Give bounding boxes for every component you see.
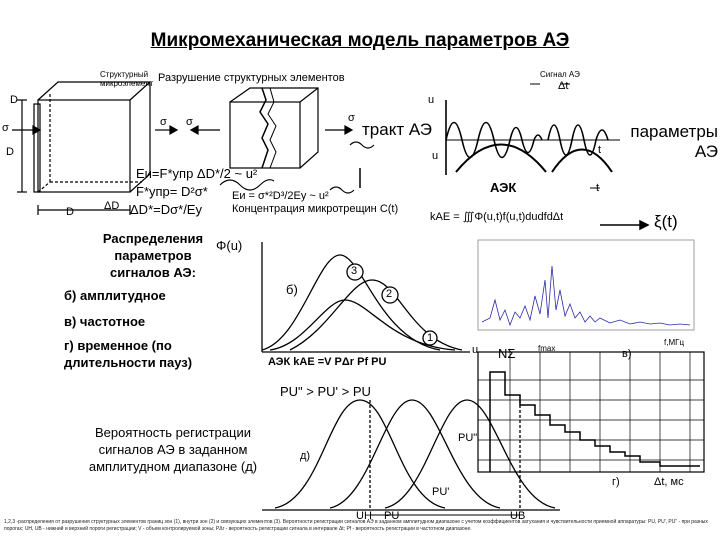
dt-ms-label: Δt, мс (654, 476, 684, 488)
signal-ae-label: Сигнал АЭ (540, 70, 580, 79)
n-sigma-label: NΣ (498, 346, 516, 361)
sigma-block-right-label: σ (348, 112, 355, 124)
fmax-label: fmax (538, 344, 556, 353)
histogram-grid (477, 351, 705, 473)
phi-u-label: Φ(u) (216, 238, 243, 253)
circle3-label: 3 (351, 265, 358, 277)
ae-params-label: параметры АЭ (630, 122, 718, 161)
d-bottom-label: D (66, 206, 74, 218)
aek-label: АЭК (490, 180, 517, 195)
fmhz-label: f,МГц (664, 338, 685, 347)
pu-inequality: PU" > PU' > PU (280, 384, 371, 399)
amplitude-distribution (261, 242, 470, 353)
sigma-block-left-label: σ (186, 116, 193, 128)
broken-block-icon (229, 87, 319, 169)
sigma-cube-label: σ (160, 116, 167, 128)
time-item: г) временное (по длительности пауз) (64, 338, 193, 370)
ae-path-label: тракт АЭ (362, 120, 433, 139)
b-label: б) (286, 282, 298, 297)
d-label: д) (300, 450, 311, 462)
probability-curves (262, 399, 560, 511)
circle1-label: 1 (427, 332, 434, 344)
xi-label: ξ(t) (654, 212, 678, 231)
t-mid-label: t (598, 144, 602, 156)
amplitude-item: б) амплитудное (64, 288, 166, 303)
circle2-label: 2 (386, 288, 393, 300)
footnote: 1,2,3 -распределения от разрушения струк… (4, 519, 708, 532)
formula-force: F*упр= D²σ* (136, 184, 208, 199)
pu2-label: PU" (458, 432, 478, 444)
delta-t-label: Δt (558, 80, 569, 92)
g-label: г) (612, 476, 620, 488)
wave-connector (219, 141, 375, 194)
u-low-label: UН (356, 510, 372, 522)
page-title: Микромеханическая модель параметров АЭ (150, 30, 570, 51)
aek-k-label: АЭК kAE =V PΔr Pf PU (268, 356, 387, 368)
destruction-label: Разрушение структурных элементов (158, 72, 345, 84)
d-left-label: D (6, 146, 14, 158)
d-top-label: D (10, 94, 18, 106)
formula-eu: Еи = σ*²D³/2Еу ~ u² (232, 190, 329, 202)
frequency-item: в) частотное (64, 314, 146, 329)
distributions-title: Распределения параметров сигналов АЭ: (102, 231, 204, 280)
spectrum-plot (477, 239, 695, 331)
arrow-icon (359, 168, 650, 231)
t-right-label: t (596, 182, 600, 194)
formula-delta: ΔD*=Dσ*/Еу (130, 202, 202, 217)
probability-title: Вероятность регистрации сигналов АЭ в за… (88, 425, 258, 474)
sigma-left-label: σ (2, 122, 9, 134)
sigma-arrow-icon (12, 124, 354, 136)
formula-energy: Еи=F*упр ΔD*/2 ~ u² (136, 166, 258, 181)
delta-d-label: ΔD (104, 200, 120, 212)
u-bottom-label: u (432, 150, 439, 162)
crack-concentration: Концентрация микротрещин С(t) (232, 203, 399, 215)
structural-element-label: Структурный микроэлемент (100, 70, 154, 88)
cube-icon (17, 81, 151, 215)
u-top-label: u (428, 94, 435, 106)
kae-formula: kAE = ∭Φ(u,t)f(u,t)dudfdΔt (430, 211, 564, 223)
pu1-label: PU' (432, 486, 450, 498)
pu0-label: PU (384, 510, 400, 522)
u-axis-label: u (472, 344, 479, 356)
v-label: в) (622, 348, 632, 360)
ae-signal-wave (445, 83, 620, 175)
u-high-label: UВ (510, 510, 526, 522)
